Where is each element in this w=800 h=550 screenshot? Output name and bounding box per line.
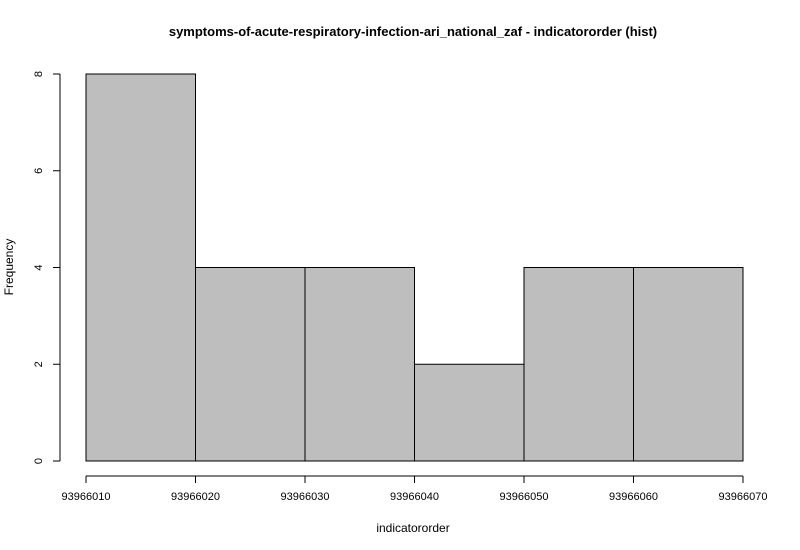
y-tick-label-5: 8 — [33, 71, 45, 77]
bars-group — [85, 73, 744, 462]
histogram-bar-6 — [633, 267, 744, 462]
x-tick-label-6: 93966060 — [609, 491, 658, 503]
x-tick-label-2: 93966020 — [171, 491, 220, 503]
x-tick-label-5: 93966050 — [500, 491, 549, 503]
x-tick-label-7: 93966070 — [719, 491, 768, 503]
y-axis-label: Frequency — [2, 239, 16, 296]
y-tick-label-1: 0 — [33, 458, 45, 464]
x-tick-label-4: 93966040 — [390, 491, 439, 503]
x-axis: 93966010 93966020 93966030 93966040 93966050… — [62, 475, 768, 503]
histogram-bar-5 — [523, 267, 634, 462]
histogram-bar-3 — [304, 267, 415, 462]
histogram-bar-4 — [414, 363, 525, 462]
y-tick-label-3: 4 — [33, 264, 45, 270]
y-axis: 0 2 4 6 8 — [33, 71, 61, 464]
y-tick-label-2: 2 — [33, 361, 45, 367]
x-axis-label: indicatororder — [376, 521, 449, 535]
histogram-bar-2 — [195, 267, 306, 462]
x-tick-label-3: 93966030 — [281, 491, 330, 503]
histogram-bar-1 — [85, 73, 196, 462]
y-tick-label-4: 6 — [33, 168, 45, 174]
chart-title: symptoms-of-acute-respiratory-infection-… — [169, 24, 657, 39]
x-tick-label-1: 93966010 — [62, 491, 111, 503]
